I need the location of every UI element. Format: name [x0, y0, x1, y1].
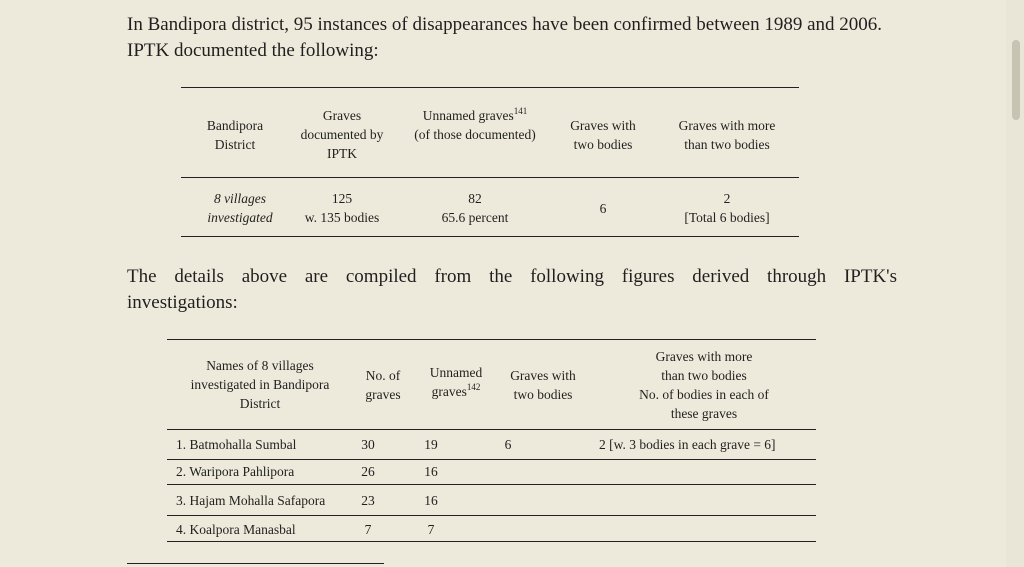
villages-header-more-line2: No. of bodies in each of these graves: [639, 387, 769, 421]
villages-header-names: Names of 8 villages investigated in Band…: [190, 358, 330, 411]
header-unnamed-graves: Unnamed graves141 (of those documented): [410, 106, 540, 144]
row-graves: 125 w. 135 bodies: [292, 189, 392, 227]
row-unnamed: 82 65.6 percent: [410, 189, 540, 227]
table-mid-rule: [181, 177, 799, 178]
header-graves-documented: Graves documented by IPTK: [300, 108, 384, 161]
villages-header-more-line1: Graves with more than two bodies: [655, 349, 753, 383]
village-two-bodies: 6: [504, 437, 512, 452]
villages-header-unnamed: Unnamed graves142: [418, 363, 494, 401]
header-unnamed-sub: (of those documented): [414, 127, 536, 142]
village-graves: 23: [361, 493, 375, 508]
row-graves-count: 125: [331, 191, 353, 206]
village-unnamed: 19: [424, 437, 438, 452]
header-two-bodies: Graves with two bodies: [570, 118, 636, 152]
villages-header-graves: No. of graves: [365, 368, 401, 402]
footnote-separator: [127, 563, 384, 564]
village-unnamed: 16: [424, 493, 438, 508]
footnote-ref: 141: [513, 106, 528, 116]
row-unnamed-count: 82: [468, 191, 482, 206]
villages-bottom-rule: [167, 541, 816, 542]
scrollbar-thumb[interactable]: [1012, 40, 1020, 120]
footnote-ref: 142: [466, 382, 481, 392]
villages-header-rule: [167, 429, 816, 430]
table-top-rule: [181, 87, 799, 88]
villages-top-rule: [167, 339, 816, 340]
row-two-bodies: 6: [599, 201, 607, 216]
village-unnamed: 7: [427, 522, 435, 537]
row-rule: [167, 459, 816, 460]
row-more-count: 2: [723, 191, 731, 206]
row-rule: [167, 484, 816, 485]
details-paragraph-line1: The details above are compiled from the …: [127, 266, 897, 287]
intro-paragraph: In Bandipora district, 95 instances of d…: [127, 14, 882, 61]
village-unnamed: 16: [424, 464, 438, 479]
village-graves: 30: [361, 437, 375, 452]
village-name: 1. Batmohalla Sumbal: [176, 437, 297, 452]
village-name: 3. Hajam Mohalla Safapora: [176, 493, 326, 508]
details-paragraph-line2: investigations:: [127, 292, 238, 313]
header-unnamed-label: Unnamed graves: [422, 108, 514, 123]
village-name: 2. Waripora Pahlipora: [176, 464, 295, 479]
villages-header-more: Graves with more than two bodies No. of …: [618, 347, 790, 423]
row-unnamed-percent: 65.6 percent: [441, 210, 509, 225]
row-more-total: [Total 6 bodies]: [684, 210, 770, 225]
village-graves: 26: [361, 464, 375, 479]
vertical-scrollbar[interactable]: [1006, 0, 1024, 567]
header-district: Bandipora District: [206, 118, 264, 152]
villages-header-two: Graves with two bodies: [510, 368, 576, 402]
row-rule: [167, 515, 816, 516]
village-more-bodies: 2 [w. 3 bodies in each grave = 6]: [599, 437, 776, 452]
row-graves-bodies: w. 135 bodies: [304, 210, 380, 225]
row-more-bodies: 2 [Total 6 bodies]: [668, 189, 786, 227]
village-graves: 7: [364, 522, 372, 537]
village-name: 4. Koalpora Manasbal: [176, 522, 296, 537]
header-more-bodies: Graves with more than two bodies: [678, 118, 776, 152]
table-bottom-rule: [181, 236, 799, 237]
villages-header-unnamed-label: Unnamed graves: [429, 365, 483, 399]
row-villages: 8 villages investigated: [207, 191, 273, 225]
